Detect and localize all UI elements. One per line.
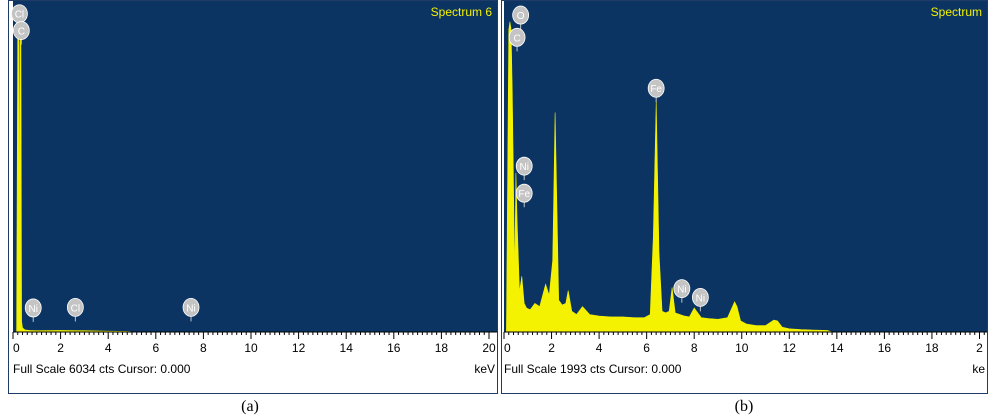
peak-label: Fe <box>650 84 662 95</box>
peak-label: C <box>513 33 520 44</box>
peak-label: Cl <box>15 10 24 21</box>
caption-b: (b) <box>734 398 754 415</box>
x-tick-label: 0 <box>504 341 511 355</box>
x-tick-label: 2 <box>976 341 983 355</box>
peak-marker <box>24 298 42 318</box>
x-tick-label: 20 <box>482 341 496 355</box>
x-tick-label: 16 <box>387 341 401 355</box>
peak-marker <box>691 287 709 307</box>
caption-a: (a) <box>241 398 259 415</box>
plot-area <box>13 1 497 332</box>
spectrum-title: Spectrum <box>931 5 982 19</box>
peak-label: Cl <box>71 303 80 314</box>
peak-label: O <box>517 11 525 22</box>
x-tick-label: 18 <box>925 341 939 355</box>
footer-readout: Full Scale 6034 cts Cursor: 0.000 <box>13 362 191 376</box>
peak-marker <box>647 78 665 98</box>
x-tick-label: 14 <box>830 341 844 355</box>
peak-marker <box>508 27 526 47</box>
peak-marker <box>515 183 533 203</box>
peak-label: Ni <box>677 285 686 296</box>
x-tick-label: 6 <box>152 341 159 355</box>
peak-marker <box>673 279 691 299</box>
peak-label: Ni <box>696 293 705 304</box>
peak-label: Fe <box>518 189 530 200</box>
x-tick-label: 6 <box>643 341 650 355</box>
peak-marker <box>182 298 200 317</box>
peak-label: Ni <box>186 303 195 314</box>
x-tick-label: 18 <box>435 341 449 355</box>
spectrum-title: Spectrum 6 <box>431 5 493 19</box>
x-tick-label: 12 <box>783 341 797 355</box>
spectrum-panel-b: Spectrum O C Fe Ni Fe Ni Ni 0 2 4 6 8 10 12 14 16 18 2 Full… <box>501 0 988 394</box>
x-tick-label: 14 <box>340 341 354 355</box>
x-tick-label: 8 <box>200 341 207 355</box>
x-tick-label: 10 <box>244 341 258 355</box>
peak-label: Ni <box>519 162 528 173</box>
x-axis-unit: ke <box>972 362 985 376</box>
peak-label: C <box>18 27 25 38</box>
x-tick-label: 10 <box>735 341 749 355</box>
x-tick-label: 12 <box>292 341 306 355</box>
x-tick-label: 8 <box>691 341 698 355</box>
x-tick-label: 2 <box>548 341 555 355</box>
x-tick-label: 2 <box>57 341 64 355</box>
x-tick-label: 0 <box>13 341 20 355</box>
spectrum-chart-a: Spectrum 6 Cl C Ni Cl Ni 0 2 4 6 8 10 12 14 16 18 20 Full… <box>11 1 497 376</box>
x-tick-label: 4 <box>105 341 112 355</box>
x-tick-label: 4 <box>596 341 603 355</box>
x-axis-unit: keV <box>474 362 495 376</box>
spectrum-chart-b: Spectrum OC Fe Ni Fe Ni Ni 0 2 4 6 8 10 12 14 16 18 2 Full… <box>503 1 987 376</box>
peak-marker <box>12 21 30 40</box>
x-tick-label: 16 <box>878 341 892 355</box>
peak-label: Ni <box>29 304 38 315</box>
plot-area <box>504 1 987 332</box>
footer-readout: Full Scale 1993 cts Cursor: 0.000 <box>504 362 682 376</box>
peak-marker <box>515 156 533 176</box>
peak-marker <box>66 298 84 317</box>
spectrum-series <box>506 21 833 333</box>
spectrum-panel-a: Spectrum 6 Cl C Ni Cl Ni 0 2 4 6 8 10 12 14 16 18 20 Full… <box>8 0 498 394</box>
peak-marker <box>512 5 530 25</box>
